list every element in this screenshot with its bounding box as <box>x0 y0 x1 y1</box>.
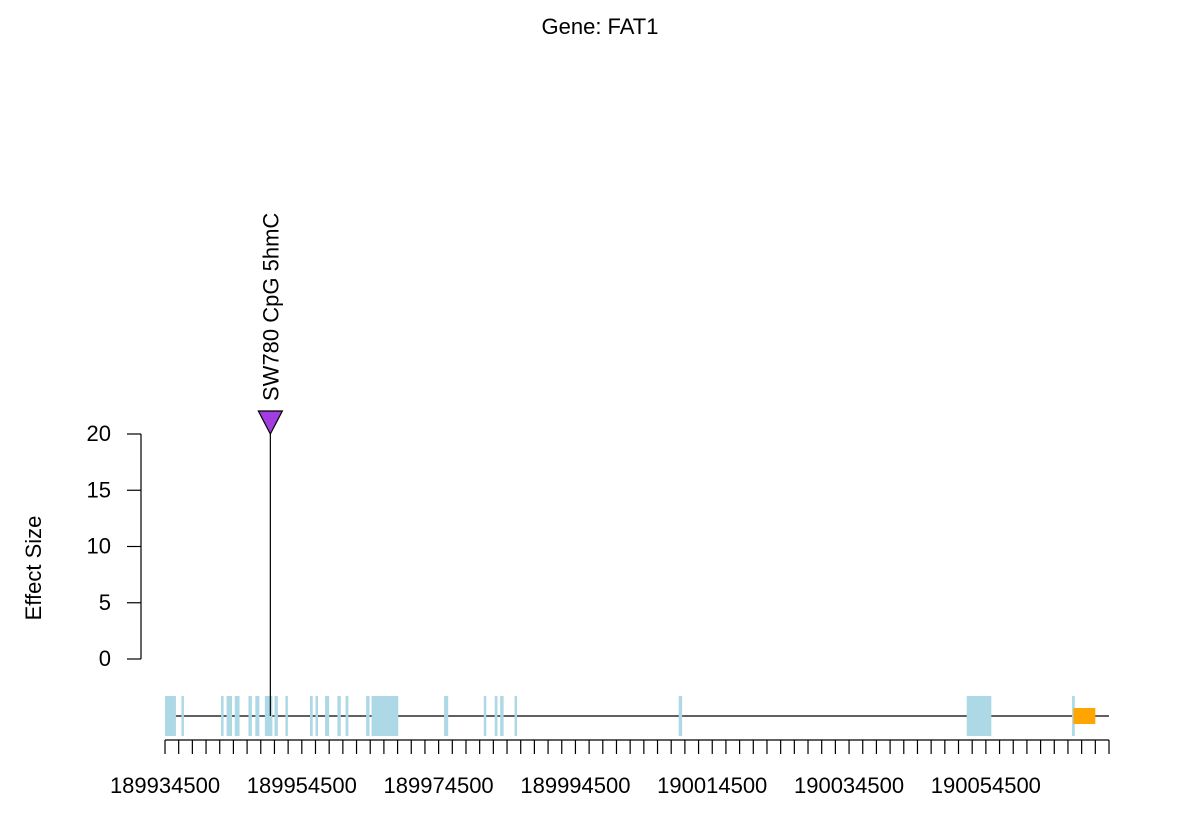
exon <box>255 696 260 736</box>
x-tick-label: 190014500 <box>657 773 767 798</box>
exon <box>514 696 518 736</box>
exon <box>274 696 278 736</box>
y-tick-label: 0 <box>99 646 111 671</box>
exon <box>337 696 341 736</box>
y-axis: 0 5 10 15 20 <box>87 421 142 671</box>
exon <box>500 696 504 736</box>
y-tick-label: 10 <box>87 534 111 559</box>
x-tick-label: 189954500 <box>247 773 357 798</box>
exon <box>483 696 487 736</box>
x-tick-label: 190054500 <box>931 773 1041 798</box>
exon <box>264 696 273 736</box>
point-label: SW780 CpG 5hmC <box>258 213 283 401</box>
gene-marker <box>1073 708 1096 724</box>
exon <box>366 696 370 736</box>
y-tick-label: 20 <box>87 421 111 446</box>
x-tick-label: 189974500 <box>384 773 494 798</box>
x-tick-label: 189934500 <box>110 773 220 798</box>
exon <box>966 696 992 736</box>
exon <box>234 696 240 736</box>
exon <box>371 696 399 736</box>
exon <box>494 696 498 736</box>
exon <box>285 696 288 736</box>
exon <box>345 696 349 736</box>
y-axis-label: Effect Size <box>21 516 46 621</box>
exon <box>315 696 318 736</box>
exon <box>444 696 449 736</box>
x-tick-label: 190034500 <box>794 773 904 798</box>
y-tick-label: 5 <box>99 590 111 615</box>
exon <box>325 696 330 736</box>
y-tick-label: 15 <box>87 477 111 502</box>
x-tick-label: 189994500 <box>520 773 630 798</box>
exon <box>310 696 313 736</box>
exon <box>248 696 252 736</box>
exon <box>226 696 233 736</box>
exon <box>181 696 184 736</box>
data-points: SW780 CpG 5hmC <box>257 213 284 716</box>
exon <box>678 696 683 736</box>
exon <box>221 696 224 736</box>
chart-title: Gene: FAT1 <box>542 14 659 39</box>
point-marker <box>257 410 284 436</box>
gene-track <box>165 696 1109 736</box>
exon <box>165 696 176 736</box>
x-axis: 189934500 189954500 189974500 189994500 1900… <box>110 739 1110 798</box>
